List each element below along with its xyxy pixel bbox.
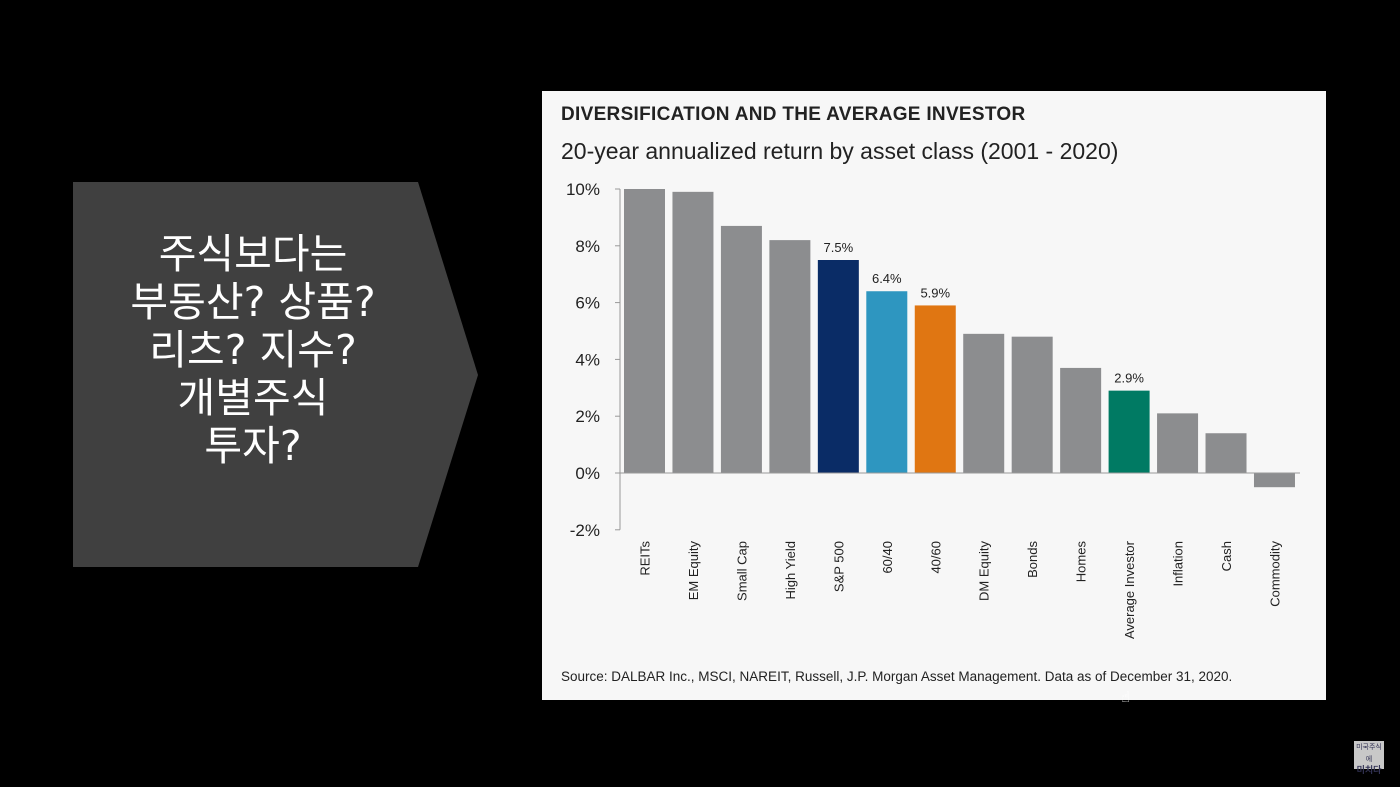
left-line: 개별주식 (177, 374, 329, 422)
x-tick-label: EM Equity (686, 541, 701, 601)
bar (866, 291, 908, 473)
data-label: 6.4% (872, 271, 902, 286)
bar (720, 225, 762, 473)
y-tick-label: 10% (566, 180, 600, 199)
left-line: 주식보다는 (158, 230, 348, 278)
y-tick-label: 0% (575, 464, 600, 483)
hand-cursor-icon: ☝ (1121, 688, 1131, 706)
bar (1157, 413, 1199, 473)
x-tick-label: DM Equity (977, 541, 992, 601)
y-tick-label: 8% (575, 237, 600, 256)
bar (1108, 390, 1150, 473)
y-tick-label: -2% (570, 521, 600, 540)
logo-line: 미치다 (1356, 766, 1382, 776)
x-tick-label: Bonds (1025, 541, 1040, 578)
bar (769, 240, 811, 473)
x-tick-label: REITs (638, 541, 653, 576)
left-question-text: 주식보다는 부동산? 상품? 리츠? 지수? 개별주식 투자? (73, 230, 433, 470)
x-tick-label: Commodity (1267, 541, 1282, 607)
left-line: 리츠? 지수? (149, 326, 357, 374)
bar (1011, 336, 1053, 473)
chart-title: DIVERSIFICATION AND THE AVERAGE INVESTOR (561, 104, 1026, 125)
data-label: 2.9% (1114, 371, 1144, 386)
x-tick-label: Cash (1219, 541, 1234, 571)
left-line: 부동산? 상품? (130, 278, 376, 326)
bar (914, 305, 956, 473)
x-tick-label: S&P 500 (831, 541, 846, 592)
x-tick-label: High Yield (783, 541, 798, 600)
x-tick-label: 60/40 (880, 541, 895, 574)
bar (1205, 433, 1247, 473)
bar (672, 191, 714, 473)
data-label: 5.9% (920, 285, 950, 300)
y-tick-label: 4% (575, 350, 600, 369)
bar (1253, 473, 1295, 488)
y-tick-label: 2% (575, 407, 600, 426)
x-tick-label: 40/60 (928, 541, 943, 574)
chart-subtitle: 20-year annualized return by asset class… (561, 138, 1119, 164)
x-tick-label: Homes (1074, 541, 1089, 583)
x-tick-label: Inflation (1171, 541, 1186, 587)
x-tick-label: Average Investor (1122, 540, 1137, 639)
logo-line: 미국주식에 (1356, 743, 1382, 763)
channel-logo: 미국주식에 미치다 (1354, 741, 1384, 776)
data-label: 7.5% (824, 240, 854, 255)
bar (1060, 367, 1102, 473)
left-line: 투자? (204, 422, 302, 470)
bar (963, 333, 1005, 473)
chart-source: Source: DALBAR Inc., MSCI, NAREIT, Russe… (561, 669, 1233, 684)
bar (624, 189, 665, 473)
y-tick-label: 6% (575, 294, 600, 313)
x-tick-label: Small Cap (734, 541, 749, 601)
bar (817, 260, 859, 473)
